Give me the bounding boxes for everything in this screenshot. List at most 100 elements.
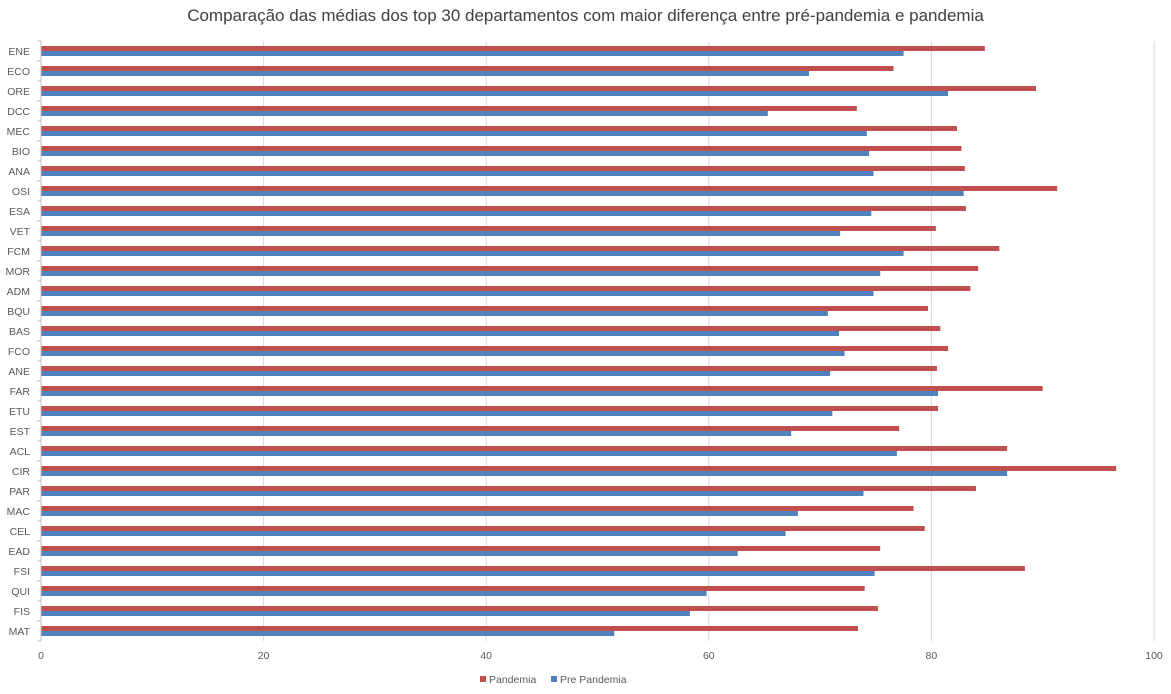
bar-pre-pandemia-mec bbox=[41, 131, 867, 136]
bar-pandemia-bqu bbox=[41, 306, 929, 311]
bar-pandemia-bio bbox=[41, 146, 962, 151]
y-tick-label: BIO bbox=[12, 146, 30, 158]
bar-pandemia-adm bbox=[41, 286, 971, 291]
bar-pandemia-fsi bbox=[41, 566, 1025, 571]
y-tick-label: ECO bbox=[7, 66, 30, 78]
y-tick-label: MEC bbox=[7, 126, 31, 138]
bar-pre-pandemia-fco bbox=[41, 351, 845, 356]
bar-pre-pandemia-ead bbox=[41, 551, 738, 556]
bar-pandemia-osi bbox=[41, 186, 1058, 191]
y-tick-label: FCM bbox=[7, 246, 30, 258]
bar-pandemia-cel bbox=[41, 526, 925, 531]
bar-pre-pandemia-adm bbox=[41, 291, 874, 296]
bar-pandemia-ead bbox=[41, 546, 881, 551]
bar-pre-pandemia-etu bbox=[41, 411, 833, 416]
y-tick-label: CIR bbox=[12, 466, 31, 478]
y-tick-label: PAR bbox=[9, 486, 30, 498]
y-tick-label: FSI bbox=[14, 566, 30, 578]
bar-pre-pandemia-qui bbox=[41, 591, 707, 596]
axes: 0 20 40 60 80 100 ENE ECO ORE DCC MEC BIO ANA OSI ESA V… bbox=[6, 40, 1163, 662]
bar-pre-pandemia-fsi bbox=[41, 571, 875, 576]
gridlines bbox=[263, 41, 1155, 641]
bar-pre-pandemia-mac bbox=[41, 511, 798, 516]
y-tick-label: ETU bbox=[9, 406, 30, 418]
y-tick-label: FIS bbox=[14, 606, 30, 618]
bar-pandemia-far bbox=[41, 386, 1043, 391]
bar-pre-pandemia-fcm bbox=[41, 251, 904, 256]
bar-pre-pandemia-bqu bbox=[41, 311, 828, 316]
bar-pandemia-esa bbox=[41, 206, 966, 211]
bar-pandemia-ana bbox=[41, 166, 965, 171]
y-tick-label: MAT bbox=[9, 626, 31, 638]
legend-swatch-pre-pandemia bbox=[551, 676, 557, 682]
bar-pre-pandemia-par bbox=[41, 491, 864, 496]
bar-pre-pandemia-mor bbox=[41, 271, 881, 276]
x-tick-label: 20 bbox=[258, 650, 270, 662]
bar-pandemia-cir bbox=[41, 466, 1117, 471]
bars bbox=[41, 46, 1117, 636]
y-tick-label: MOR bbox=[6, 266, 31, 278]
y-tick-label: BQU bbox=[7, 306, 30, 318]
bar-pandemia-fco bbox=[41, 346, 949, 351]
bar-pandemia-eco bbox=[41, 66, 894, 71]
y-tick-label: ENE bbox=[8, 46, 30, 58]
bar-pre-pandemia-acl bbox=[41, 451, 897, 456]
y-tick-label: DCC bbox=[7, 106, 30, 118]
x-tick-label: 40 bbox=[480, 650, 492, 662]
y-tick-label: ORE bbox=[7, 86, 30, 98]
legend: Pandemia Pre Pandemia bbox=[480, 674, 627, 686]
y-tick-label: ADM bbox=[7, 286, 30, 298]
y-tick-label: FCO bbox=[8, 346, 30, 358]
y-tick-label: ESA bbox=[9, 206, 30, 218]
bar-pre-pandemia-bas bbox=[41, 331, 840, 336]
bar-pandemia-par bbox=[41, 486, 976, 491]
bar-pre-pandemia-cir bbox=[41, 471, 1008, 476]
bar-pandemia-mat bbox=[41, 626, 858, 631]
bar-pandemia-mor bbox=[41, 266, 979, 271]
legend-label-pandemia: Pandemia bbox=[489, 674, 536, 686]
bar-pre-pandemia-cel bbox=[41, 531, 786, 536]
x-tick-label: 80 bbox=[926, 650, 938, 662]
bar-pre-pandemia-ore bbox=[41, 91, 949, 96]
bar-pandemia-fis bbox=[41, 606, 878, 611]
bar-pandemia-est bbox=[41, 426, 900, 431]
y-tick-label: BAS bbox=[9, 326, 30, 338]
bar-pre-pandemia-osi bbox=[41, 191, 964, 196]
y-tick-label: FAR bbox=[10, 386, 31, 398]
bar-pandemia-vet bbox=[41, 226, 936, 231]
y-tick-label: MAC bbox=[7, 506, 31, 518]
x-tick-label: 60 bbox=[703, 650, 715, 662]
bar-pandemia-mec bbox=[41, 126, 957, 131]
x-tick-label: 0 bbox=[38, 650, 44, 662]
bar-pandemia-dcc bbox=[41, 106, 857, 111]
x-tick-label: 100 bbox=[1145, 650, 1163, 662]
y-tick-label: CEL bbox=[10, 526, 31, 538]
bar-pre-pandemia-ene bbox=[41, 51, 904, 56]
bar-pandemia-qui bbox=[41, 586, 865, 591]
bar-pandemia-acl bbox=[41, 446, 1008, 451]
bar-pre-pandemia-ane bbox=[41, 371, 831, 376]
bar-pandemia-etu bbox=[41, 406, 939, 411]
y-tick-label: OSI bbox=[12, 186, 30, 198]
bar-pre-pandemia-esa bbox=[41, 211, 872, 216]
bar-pre-pandemia-dcc bbox=[41, 111, 768, 116]
bar-pandemia-mac bbox=[41, 506, 914, 511]
y-tick-label: ANA bbox=[8, 166, 30, 178]
y-tick-label: EAD bbox=[8, 546, 30, 558]
bar-pre-pandemia-fis bbox=[41, 611, 690, 616]
y-tick-label: ACL bbox=[10, 446, 31, 458]
y-tick-label: ANE bbox=[8, 366, 30, 378]
bar-pre-pandemia-mat bbox=[41, 631, 615, 636]
bar-pre-pandemia-far bbox=[41, 391, 939, 396]
y-tick-label: QUI bbox=[11, 586, 30, 598]
bar-pre-pandemia-vet bbox=[41, 231, 841, 236]
bar-pre-pandemia-eco bbox=[41, 71, 809, 76]
y-tick-label: EST bbox=[10, 426, 31, 438]
bar-pre-pandemia-bio bbox=[41, 151, 870, 156]
bar-pandemia-ore bbox=[41, 86, 1037, 91]
bar-pre-pandemia-est bbox=[41, 431, 792, 436]
y-tick-label: VET bbox=[10, 226, 31, 238]
legend-label-pre-pandemia: Pre Pandemia bbox=[560, 674, 627, 686]
